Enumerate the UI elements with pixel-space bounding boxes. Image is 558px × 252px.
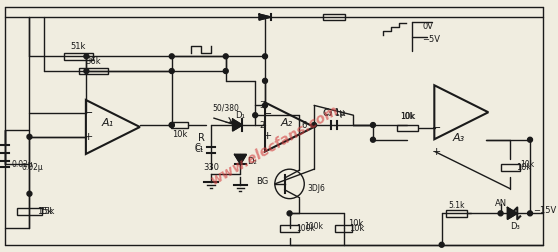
Text: C₂ 1μ: C₂ 1μ	[324, 108, 344, 117]
Text: 0.02μ: 0.02μ	[22, 163, 44, 172]
Text: 15k: 15k	[37, 207, 53, 216]
Circle shape	[371, 122, 376, 128]
Text: 330: 330	[203, 163, 219, 172]
Text: −: −	[84, 108, 93, 118]
Bar	[323, 14, 344, 20]
Text: C₂ 1μ: C₂ 1μ	[323, 109, 345, 118]
Bar	[79, 68, 108, 75]
Bar	[397, 124, 418, 131]
Text: 6: 6	[301, 120, 307, 130]
Text: −: −	[263, 109, 273, 119]
Circle shape	[169, 122, 174, 128]
Text: 10k: 10k	[348, 219, 364, 228]
Circle shape	[27, 191, 32, 196]
Bar	[280, 225, 300, 232]
Text: D₃: D₃	[511, 222, 520, 231]
Text: A₁: A₁	[102, 118, 114, 128]
Bar	[501, 164, 520, 171]
Text: +: +	[432, 146, 441, 156]
Text: www.elecfans.com: www.elecfans.com	[208, 102, 341, 187]
Polygon shape	[234, 154, 247, 164]
Text: D₂: D₂	[247, 157, 257, 166]
Text: 10k: 10k	[520, 160, 535, 169]
Circle shape	[27, 134, 32, 139]
Bar	[335, 225, 352, 232]
Text: 0.02μ: 0.02μ	[12, 160, 33, 169]
Text: D₁: D₁	[235, 111, 246, 120]
Circle shape	[263, 78, 267, 83]
Text: +: +	[84, 132, 93, 142]
Text: 51k: 51k	[71, 42, 86, 51]
Circle shape	[169, 69, 174, 74]
Text: 10k: 10k	[172, 130, 187, 139]
Text: AN: AN	[494, 199, 507, 208]
Circle shape	[263, 103, 267, 108]
Text: A₃: A₃	[453, 133, 464, 143]
Text: 100k: 100k	[304, 222, 323, 231]
Text: 3: 3	[259, 101, 264, 110]
Text: C₁: C₁	[195, 143, 204, 152]
Text: 10k: 10k	[400, 112, 415, 121]
Text: R: R	[198, 133, 205, 143]
Circle shape	[287, 211, 292, 216]
Circle shape	[498, 211, 503, 216]
Circle shape	[223, 69, 228, 74]
Text: 15k: 15k	[39, 207, 55, 216]
Circle shape	[371, 137, 376, 142]
Text: 10k: 10k	[400, 112, 415, 121]
Circle shape	[84, 54, 89, 59]
Text: A₂: A₂	[281, 118, 292, 128]
Polygon shape	[233, 119, 242, 131]
Polygon shape	[259, 14, 271, 20]
Circle shape	[263, 54, 267, 59]
Bar	[17, 208, 42, 215]
Circle shape	[169, 122, 174, 128]
Text: −5V: −5V	[422, 35, 440, 44]
Circle shape	[169, 54, 174, 59]
Bar	[64, 53, 93, 60]
Text: 2: 2	[259, 121, 264, 131]
Circle shape	[311, 122, 316, 128]
Circle shape	[527, 137, 532, 142]
Text: 3DJ6: 3DJ6	[307, 184, 325, 193]
Text: BG: BG	[256, 177, 268, 186]
Text: −15V: −15V	[533, 206, 556, 215]
Text: 10k: 10k	[350, 224, 365, 233]
Text: +: +	[263, 131, 273, 141]
Circle shape	[253, 113, 258, 118]
Text: C₁: C₁	[195, 145, 204, 154]
Text: 50/380: 50/380	[212, 104, 239, 113]
Bar	[446, 210, 467, 217]
Text: 5.1k: 5.1k	[448, 201, 465, 210]
Bar	[171, 121, 189, 129]
Circle shape	[223, 54, 228, 59]
Polygon shape	[507, 207, 517, 219]
Text: 100k: 100k	[296, 224, 315, 233]
Text: 10k: 10k	[517, 163, 532, 172]
Circle shape	[527, 211, 532, 216]
Text: 36k: 36k	[85, 57, 101, 66]
Text: −: −	[432, 123, 441, 133]
Text: 0V: 0V	[422, 22, 433, 31]
Circle shape	[84, 69, 89, 74]
Circle shape	[439, 242, 444, 247]
